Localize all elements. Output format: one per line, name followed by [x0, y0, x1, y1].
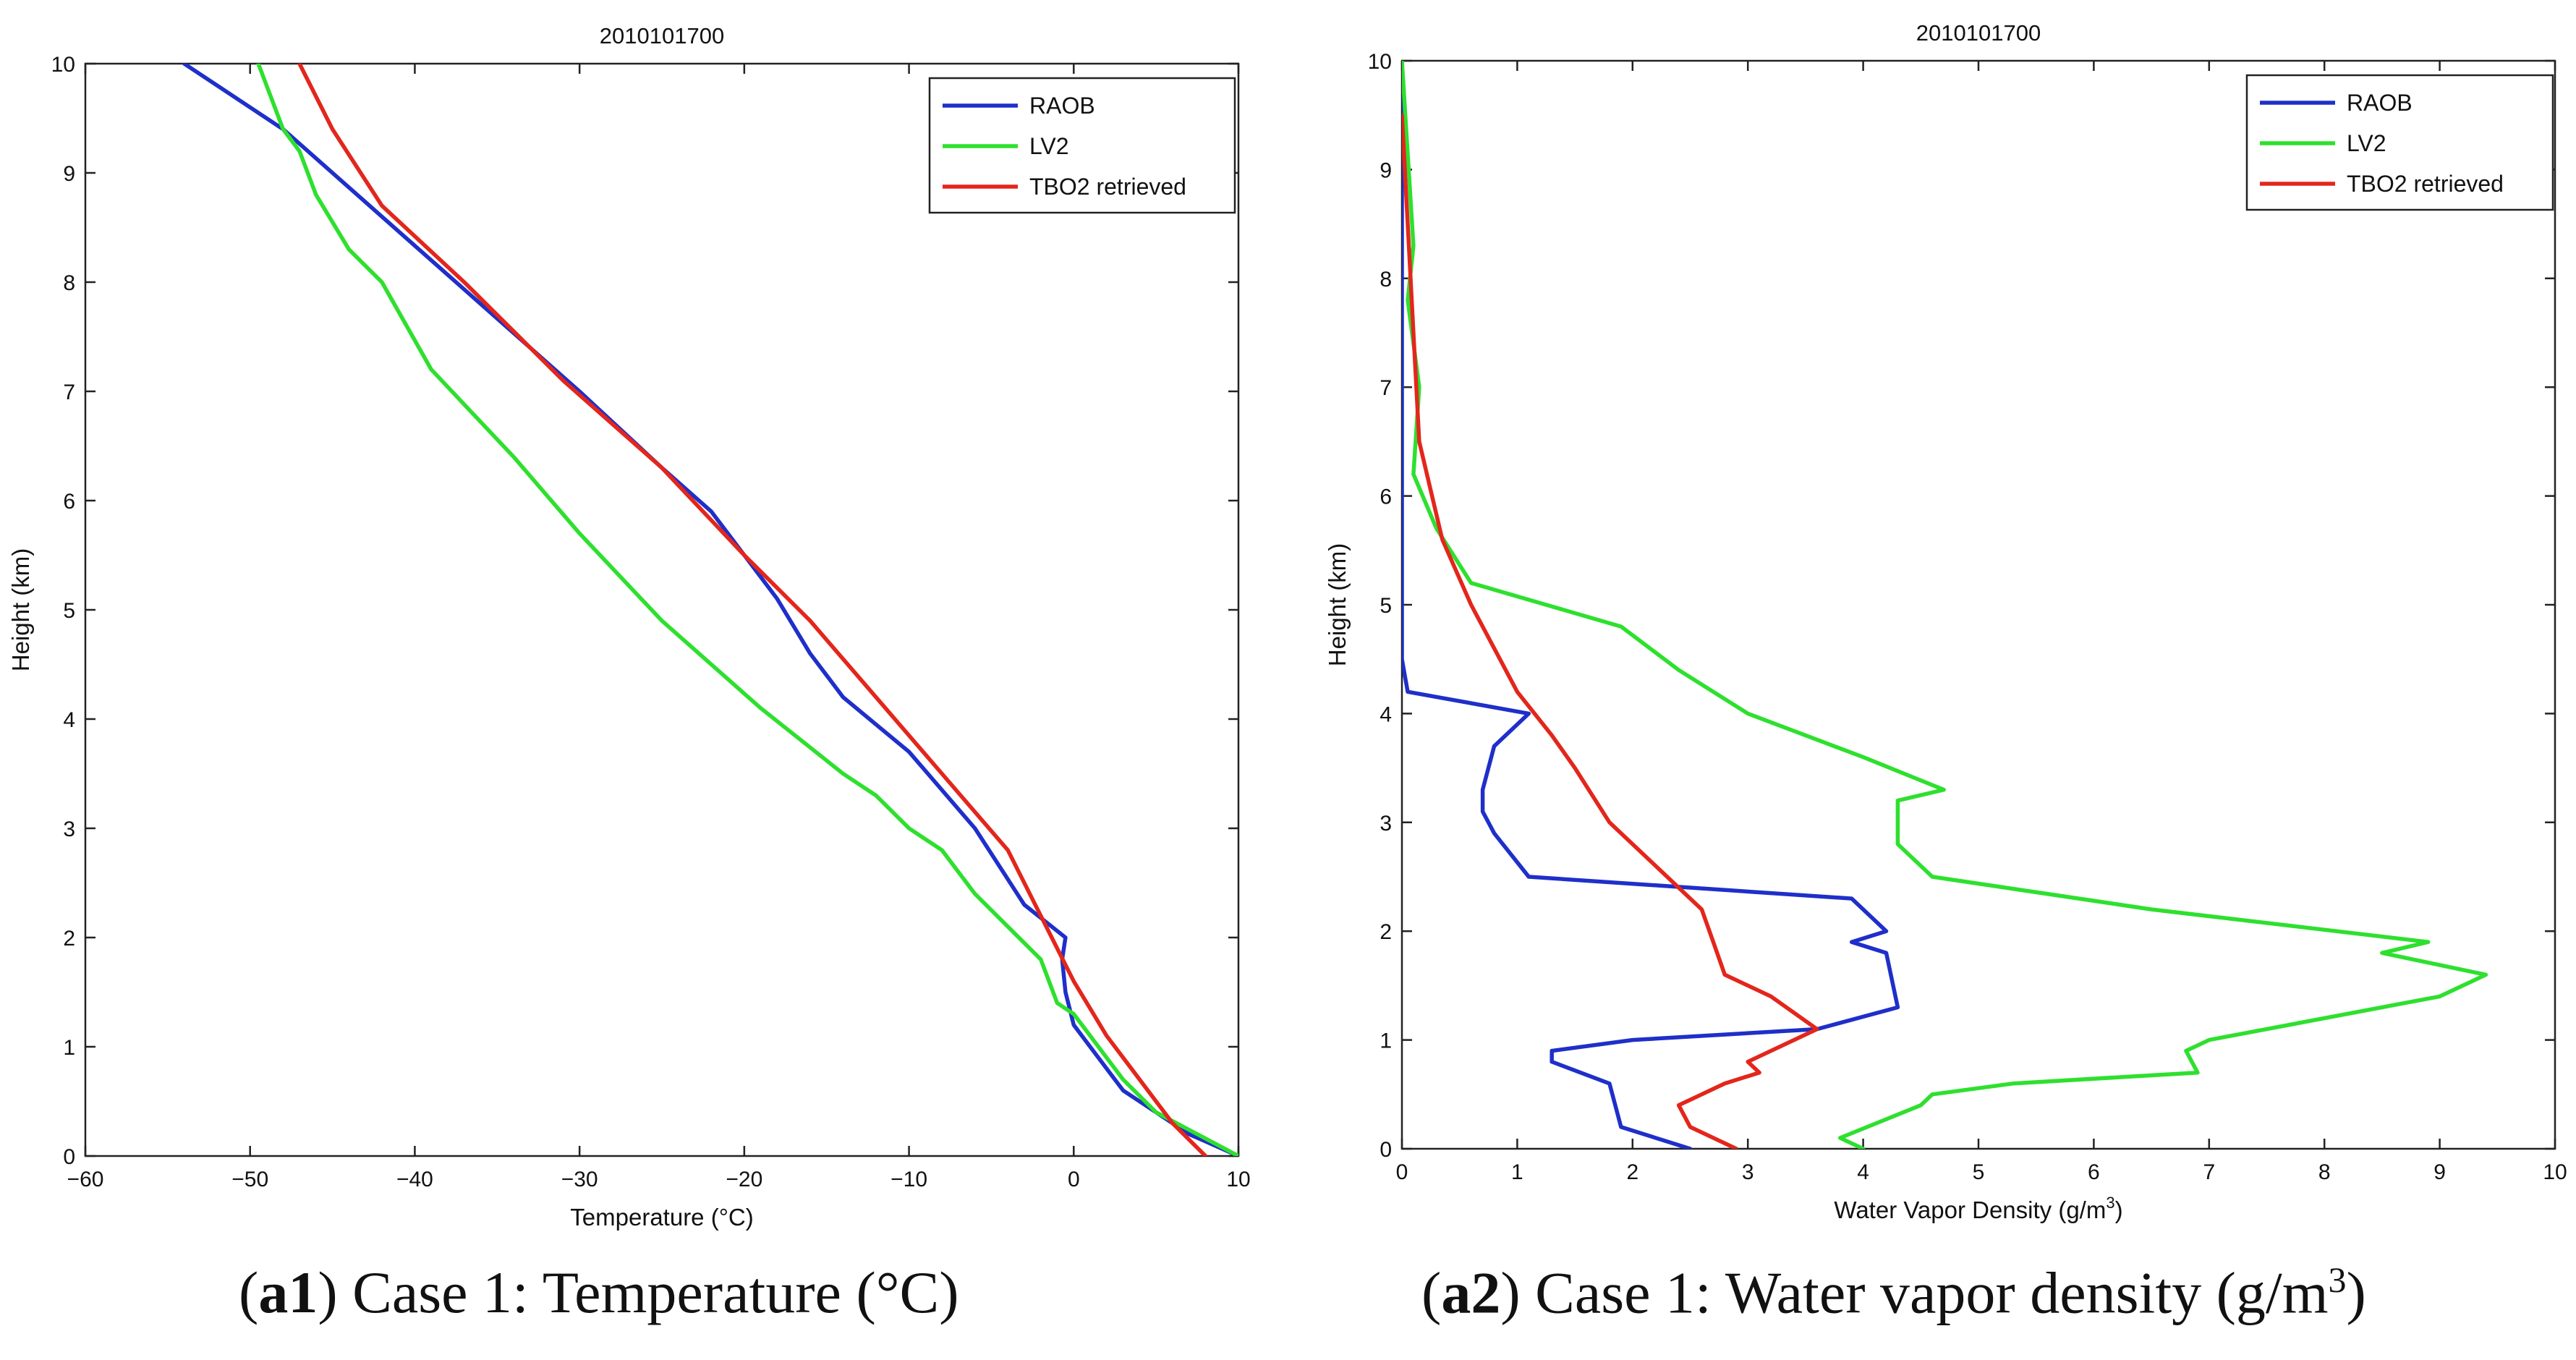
- chart1-legend-label: RAOB: [1029, 93, 1095, 119]
- chart1-y-axis-label: Height (km): [7, 548, 34, 672]
- chart1-series-lv2: [256, 64, 1238, 1156]
- chart2-x-tick-label: 4: [1857, 1160, 1869, 1184]
- chart2-x-axis-label-close: ): [2115, 1197, 2123, 1223]
- chart2-x-tick-label: 7: [2203, 1160, 2215, 1184]
- chart2-x-axis-label: Water Vapor Density (g/m3): [1834, 1194, 2122, 1223]
- caption-a2-text: Case 1: Water vapor density (g/m: [1535, 1259, 2329, 1326]
- chart2-y-tick-label: 1: [1380, 1029, 1392, 1053]
- chart2-x-tick-label: 5: [1973, 1160, 1985, 1184]
- water-vapor-chart: 0 1 2 3 4 5 6 7 8 9 10 0 1 2 3 4 5 6 7 8 9 10 2010101700 Water …: [1324, 20, 2567, 1223]
- chart2-y-tick-label: 8: [1380, 268, 1392, 292]
- chart1-legend-label: LV2: [1029, 133, 1069, 159]
- chart1-x-tick-label: −40: [396, 1168, 433, 1191]
- chart2-y-tick-label: 10: [1368, 50, 1392, 74]
- chart1-x-tick-label: −60: [67, 1168, 104, 1191]
- chart1-x-tick-label: 10: [1226, 1168, 1250, 1191]
- chart1-x-axis-label-main: Temperature (°C): [570, 1204, 753, 1231]
- caption-a1-label: a1: [258, 1259, 318, 1325]
- chart1-y-tick-label: 7: [63, 381, 75, 404]
- chart1-x-tick-label: −10: [890, 1168, 927, 1191]
- chart2-y-tick-label: 5: [1380, 594, 1392, 618]
- chart1-x-tick-label: −50: [231, 1168, 268, 1191]
- chart1-series-raob: [182, 64, 1238, 1156]
- chart2-y-tick-label: 4: [1380, 702, 1392, 726]
- chart2-series-lv2: [1402, 61, 2488, 1149]
- chart1-y-tick-label: 9: [63, 162, 75, 186]
- chart2-y-tick-label: 7: [1380, 376, 1392, 400]
- chart2-legend-label: RAOB: [2347, 90, 2413, 116]
- chart1-y-tick-label: 10: [51, 53, 75, 77]
- chart2-x-axis-label-main: Water Vapor Density (g/m: [1834, 1197, 2106, 1223]
- chart2-y-tick-label: 3: [1380, 812, 1392, 836]
- chart2-x-tick-label: 9: [2433, 1160, 2446, 1184]
- chart1-y-tick-label: 2: [63, 927, 75, 951]
- chart2-y-tick-label: 6: [1380, 485, 1392, 509]
- chart2-legend-label: LV2: [2347, 130, 2386, 156]
- chart1-x-tick-label: −30: [561, 1168, 598, 1191]
- chart1-legend-label: TBO2 retrieved: [1029, 174, 1186, 200]
- caption-a2-sup: 3: [2328, 1259, 2347, 1300]
- temperature-chart: −60 −50 −40 −30 −20 −10 0 10 0 1 2 3 4 5 6 7 8 9 10 2010101…: [7, 23, 1251, 1231]
- caption-a2-close: ): [2346, 1259, 2366, 1326]
- chart1-x-tick-label: −20: [726, 1168, 762, 1191]
- chart1-y-tick-label: 6: [63, 490, 75, 514]
- chart1-y-tick-label: 3: [63, 817, 75, 841]
- chart1-title: 2010101700: [600, 23, 724, 48]
- chart2-x-tick-label: 10: [2543, 1160, 2567, 1184]
- chart1-x-axis-label: Temperature (°C): [570, 1204, 753, 1231]
- chart2-y-tick-label: 0: [1380, 1138, 1392, 1162]
- chart2-x-tick-label: 6: [2088, 1160, 2100, 1184]
- chart1-y-tick-label: 0: [63, 1145, 75, 1169]
- chart2-x-tick-label: 8: [2318, 1160, 2331, 1184]
- chart1-y-tick-label: 1: [63, 1036, 75, 1060]
- chart2-x-tick-label: 1: [1511, 1160, 1523, 1184]
- chart1-series-tbo2-retrieved: [297, 64, 1208, 1156]
- chart2-y-tick-label: 9: [1380, 158, 1392, 182]
- caption-a1: (a1) Case 1: Temperature (°C): [239, 1259, 959, 1325]
- caption-a1-text: Case 1: Temperature (°C): [352, 1259, 959, 1325]
- chart1-y-tick-label: 8: [63, 271, 75, 295]
- chart2-x-tick-label: 2: [1626, 1160, 1638, 1184]
- chart2-plot-frame: [1400, 59, 2556, 1150]
- caption-a2-label: a2: [1441, 1259, 1501, 1326]
- chart2-y-tick-label: 2: [1380, 920, 1392, 944]
- chart1-x-tick-label: 0: [1068, 1168, 1080, 1191]
- caption-a2: (a2) Case 1: Water vapor density (g/m3): [1421, 1259, 2366, 1326]
- chart2-x-axis-label-sup: 3: [2106, 1194, 2114, 1212]
- chart1-y-tick-label: 5: [63, 599, 75, 623]
- chart2-title: 2010101700: [1916, 20, 2041, 46]
- chart2-legend-label: TBO2 retrieved: [2347, 171, 2504, 197]
- chart2-x-tick-label: 0: [1396, 1160, 1408, 1184]
- chart2-x-tick-label: 3: [1742, 1160, 1754, 1184]
- chart2-series-raob: [1402, 61, 1900, 1149]
- chart1-y-tick-label: 4: [63, 708, 75, 732]
- chart2-y-axis-label: Height (km): [1324, 543, 1351, 667]
- chart2-series-tbo2-retrieved: [1402, 113, 1819, 1149]
